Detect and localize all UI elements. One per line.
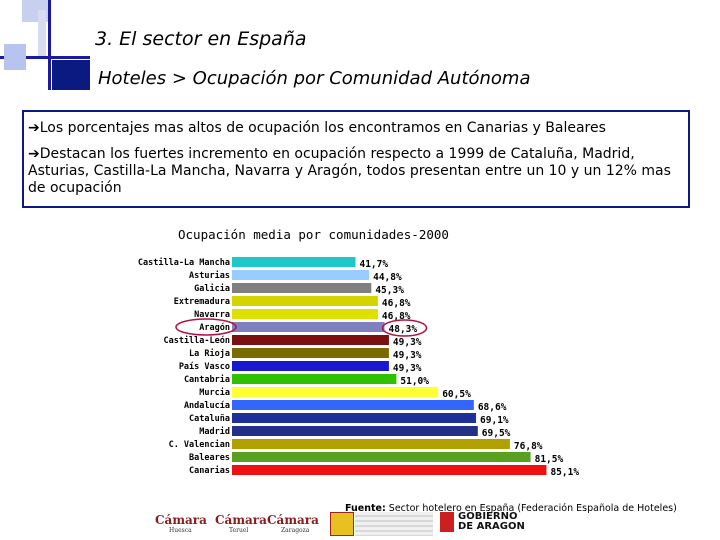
source-label: Fuente: [345,503,386,514]
logo-subtext: Huesca [169,527,192,534]
logo-text: Cámara [155,513,207,527]
corner-decoration-line [0,56,90,59]
bar [232,348,389,358]
logo-subtext: Teruel [229,527,249,534]
source-text: Sector hotelero en España (Federación Es… [385,503,677,514]
slide-title: 3. El sector en España [95,28,307,50]
value-label: 49,3% [393,337,422,348]
bar [232,413,477,423]
right-arrow-icon: ➔ [28,120,40,136]
value-label: 60,5% [442,389,471,400]
value-label: 46,8% [382,298,411,309]
logo-text: Cámara [267,513,319,527]
logo-text: Cámara [215,513,267,527]
category-label: Asturias [189,270,230,281]
highlight-circle [175,318,237,336]
camara-teruel-logo: Cámara Teruel [215,513,267,534]
highlight-circle [381,319,428,337]
aragon-crest-icon [440,512,454,532]
category-label: Galicia [194,283,230,294]
category-label: Aragón [199,322,230,333]
bar [232,322,385,332]
bar [232,309,378,319]
gobierno-aragon-logo: GOBIERNO DE ARAGON [458,512,525,532]
category-label: Castilla-León [163,335,230,346]
value-label: 69,5% [482,428,511,439]
slide-subtitle: Hoteles > Ocupación por Comunidad Autóno… [98,68,531,89]
bar [232,270,370,280]
category-label: Murcia [199,387,230,398]
value-label: 81,5% [535,454,564,465]
category-label: C. Valencian [169,439,230,450]
logo-subtext: Zaragoza [281,527,310,534]
value-label: 51,0% [400,376,429,387]
logo-text: DE ARAGON [458,521,525,532]
category-label: Navarra [194,310,230,320]
value-label: 49,3% [393,350,422,361]
value-label: 45,3% [375,285,404,296]
right-arrow-icon: ➔ [28,146,40,162]
value-label: 48,3% [389,324,418,335]
logo-text: GOBIERNO [458,511,518,522]
category-label: Andalucía [184,401,230,411]
bar-chart: Castilla-La Mancha 41,7% Asturias 44,8% Gali… [138,257,579,478]
bar [232,452,531,462]
ministry-logo-block [355,512,433,536]
category-label: Castilla-La Mancha [138,257,230,268]
value-label: 41,7% [359,259,388,270]
bar [232,296,378,306]
bar [232,361,389,371]
bullet-item: ➔Destacan los fuertes incremento en ocup… [28,146,684,197]
bar [232,426,478,436]
bar [232,465,547,475]
corner-square [38,10,46,56]
corner-square [52,60,90,90]
bar [232,400,474,410]
bar [232,439,510,449]
value-label: 85,1% [550,467,579,478]
category-label: Cataluña [189,414,230,424]
camara-huesca-logo: Cámara Huesca [155,513,207,534]
bullet-item: ➔Los porcentajes mas altos de ocupación … [28,120,684,137]
value-label: 46,8% [382,311,411,322]
category-label: Madrid [199,426,230,437]
category-label: Cantabria [184,374,230,385]
bullet-text: Los porcentajes mas altos de ocupación l… [39,120,606,136]
corner-square [4,44,26,70]
bar [232,374,397,384]
value-label: 49,3% [393,363,422,374]
bar [232,387,439,397]
camara-zaragoza-logo: Cámara Zaragoza [267,513,319,534]
bullet-text: Destacan los fuertes incremento en ocupa… [28,146,671,196]
chart-title: Ocupación media por comunidades-2000 [178,227,449,242]
source-note: Fuente: Sector hotelero en España (Feder… [345,503,677,514]
value-label: 68,6% [478,402,507,413]
summary-box: ➔Los porcentajes mas altos de ocupación … [22,110,690,208]
corner-decoration [48,0,51,90]
category-label: Baleares [189,453,230,463]
bar [232,335,389,345]
bar [232,257,356,267]
value-label: 76,8% [514,441,543,452]
category-label: La Rioja [189,348,230,359]
ministry-crest-icon [330,512,354,536]
value-label: 69,1% [480,415,509,426]
category-label: Extremadura [174,297,230,307]
bar [232,283,372,293]
category-label: Canarias [189,465,230,476]
category-label: País Vasco [179,362,230,372]
value-label: 44,8% [373,272,402,283]
